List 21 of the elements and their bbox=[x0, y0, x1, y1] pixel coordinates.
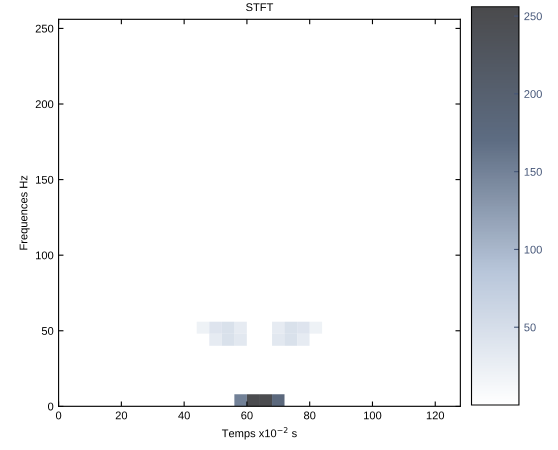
color-bar-label: 200 bbox=[524, 90, 542, 98]
x-tick-label: 0 bbox=[56, 412, 62, 420]
y-tick-label: 150 bbox=[36, 176, 54, 184]
x-tick-label: 40 bbox=[178, 412, 190, 420]
y-axis-title: Frequences Hz bbox=[20, 176, 30, 250]
y-tick-label: 50 bbox=[42, 327, 54, 335]
color-bar-label: 100 bbox=[524, 246, 542, 254]
y-tick-label: 0 bbox=[48, 402, 54, 410]
x-axis-title: Temps x10$^{−2}$ s bbox=[222, 427, 297, 440]
x-tick-label: 60 bbox=[241, 412, 253, 420]
color-bar-label: 150 bbox=[524, 168, 542, 176]
color-bar-label: 50 bbox=[524, 323, 536, 332]
color-bar-label: 250 bbox=[524, 12, 542, 20]
x-tick-label: 20 bbox=[116, 412, 128, 420]
y-tick-label: 200 bbox=[36, 100, 54, 108]
x-tick-label: 120 bbox=[426, 412, 444, 420]
y-tick-label: 250 bbox=[36, 24, 54, 33]
y-tick-label: 100 bbox=[36, 251, 54, 260]
x-tick-label: 100 bbox=[364, 412, 382, 420]
x-tick-label: 80 bbox=[304, 412, 316, 420]
chart-title: STFT bbox=[246, 3, 274, 12]
